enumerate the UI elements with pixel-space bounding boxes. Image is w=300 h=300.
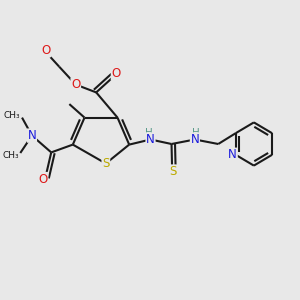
Text: H: H [146, 128, 153, 138]
Text: N: N [146, 133, 155, 146]
Text: O: O [111, 67, 121, 80]
Text: CH₃: CH₃ [2, 151, 19, 160]
Text: CH₃: CH₃ [4, 111, 21, 120]
Text: N: N [228, 148, 237, 161]
Text: H: H [192, 128, 199, 138]
Text: N: N [28, 129, 36, 142]
Text: O: O [41, 44, 51, 57]
Text: N: N [190, 133, 199, 146]
Text: S: S [169, 165, 176, 178]
Text: O: O [38, 172, 48, 186]
Text: S: S [102, 157, 110, 170]
Text: O: O [71, 78, 80, 91]
